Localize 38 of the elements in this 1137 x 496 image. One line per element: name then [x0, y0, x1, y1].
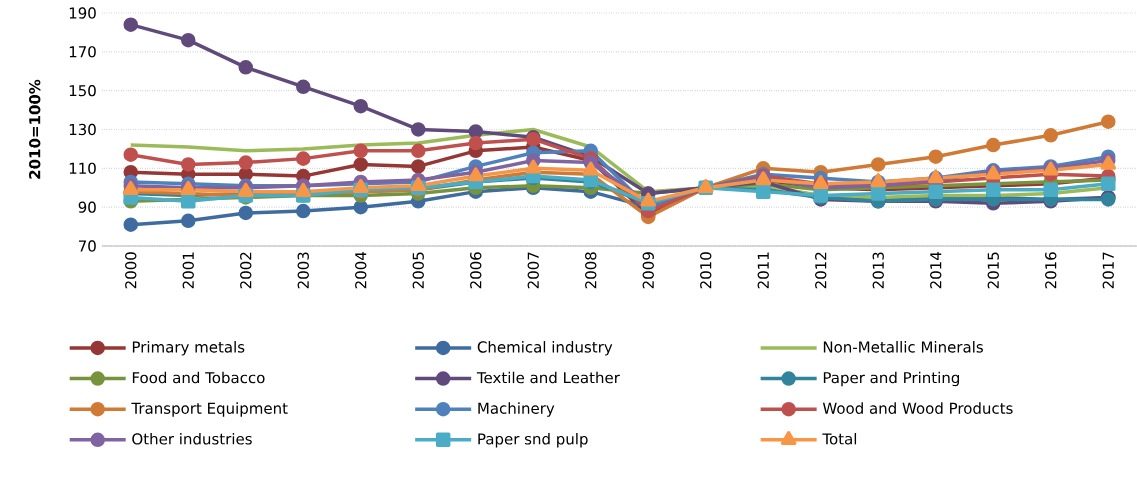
x-tick-label: 2000 [125, 252, 137, 289]
legend-label: Transport Equipment [131, 402, 288, 417]
y-tick-label: 170 [69, 46, 96, 58]
x-tick-label: 2013 [872, 252, 884, 289]
legend-label: Non-Metallic Minerals [823, 341, 983, 353]
x-tick-label: 2007 [527, 252, 539, 289]
x-tick-label: 2010 [700, 252, 712, 289]
x-tick-label: 2004 [355, 252, 367, 289]
legend-label: Machinery [478, 402, 555, 417]
legend-label: Total [822, 432, 857, 445]
y-tick-label: 130 [69, 123, 96, 136]
x-tick-label: 2017 [1102, 252, 1114, 289]
x-tick-label: 2002 [240, 252, 252, 289]
x-tick-label: 2015 [987, 252, 999, 289]
x-tick-label: 2009 [642, 252, 654, 289]
x-tick-label: 2005 [412, 252, 424, 289]
legend-label: Paper snd pulp [478, 432, 588, 448]
x-tick-label: 2011 [757, 252, 769, 289]
y-tick-label: 90 [78, 201, 96, 213]
legend-label: Textile and Leather [476, 371, 620, 384]
legend-label: Primary metals [132, 341, 245, 356]
x-tick-label: 2008 [585, 252, 597, 289]
x-tick-label: 2012 [815, 252, 827, 289]
y-tick-label: 110 [69, 162, 96, 175]
y-tick-label: 190 [69, 7, 96, 19]
x-tick-label: 2001 [182, 252, 194, 289]
y-tick-label: 150 [69, 84, 96, 97]
x-tick-label: 2003 [297, 252, 309, 289]
legend-label: Chemical industry [477, 341, 613, 356]
y-tick-label: 70 [78, 240, 96, 252]
legend-label: Wood and Wood Products [822, 402, 1013, 414]
legend-label: Food and Tobacco [132, 371, 265, 384]
x-tick-label: 2006 [470, 252, 482, 289]
y-axis-title: 2010=100% [29, 79, 41, 179]
legend-label: Other industries [132, 432, 252, 445]
legend-label: Paper and Printing [823, 371, 959, 387]
x-tick-label: 2014 [930, 252, 942, 289]
x-tick-label: 2016 [1045, 252, 1057, 289]
